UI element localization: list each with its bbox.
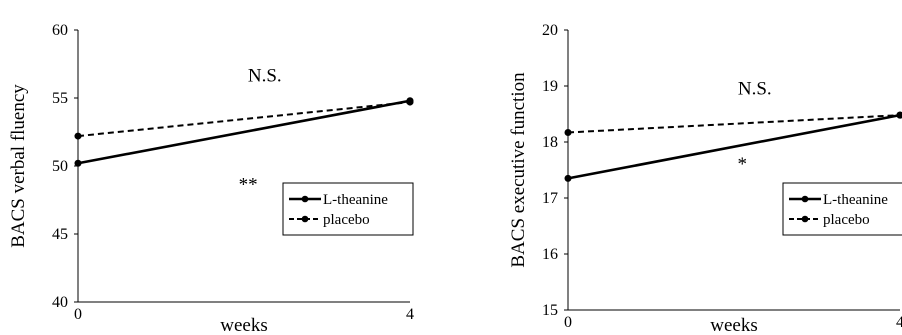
significance-annotation: ** — [239, 174, 258, 195]
chart-2: 15 16 17 18 19 20 0 4 BACS executive function wee… — [508, 22, 902, 335]
legend-marker-l-theanine — [801, 195, 809, 203]
x-tick-label: 0 — [564, 314, 572, 331]
y-tick-label: 17 — [542, 190, 558, 207]
chart-1: 40 45 50 55 60 0 4 BACS verbal fluency weeks N.S.… — [8, 22, 414, 335]
series-line-placebo — [77, 101, 411, 138]
series-line-placebo — [567, 114, 901, 134]
legend-box — [782, 182, 902, 236]
significance-annotation: * — [738, 154, 748, 175]
data-point-placebo — [896, 111, 902, 119]
y-axis-label: BACS executive function — [508, 72, 529, 268]
data-point-placebo — [74, 132, 82, 140]
y-tick-label: 20 — [542, 22, 558, 39]
x-tick-label: 4 — [406, 306, 414, 323]
y-tick-label: 18 — [542, 134, 558, 151]
series-line-l-theanine — [567, 113, 901, 180]
y-tick-label: 15 — [542, 302, 558, 319]
significance-annotation: N.S. — [248, 66, 282, 87]
data-point-placebo — [564, 128, 572, 136]
legend-label-placebo: placebo — [323, 212, 370, 228]
legend-label-l-theanine: L-theanine — [823, 192, 888, 208]
legend-label-placebo: placebo — [823, 212, 870, 228]
x-tick-label: 4 — [896, 314, 902, 331]
x-axis-label: weeks — [710, 315, 757, 335]
y-tick-label: 55 — [52, 90, 68, 107]
x-axis-label: weeks — [220, 315, 267, 335]
y-tick-label: 16 — [542, 246, 558, 263]
data-point-l-theanine — [74, 159, 82, 167]
legend-box — [282, 182, 414, 236]
y-tick-label: 19 — [542, 78, 558, 95]
data-point-l-theanine — [564, 174, 572, 182]
x-tick-label: 0 — [74, 306, 82, 323]
legend-marker-l-theanine — [301, 195, 309, 203]
y-tick-label: 50 — [52, 158, 68, 175]
y-tick-label: 40 — [52, 294, 68, 311]
legend-marker-placebo — [301, 215, 309, 223]
significance-annotation: N.S. — [738, 78, 772, 99]
y-axis-label: BACS verbal fluency — [8, 84, 29, 248]
y-tick-label: 60 — [52, 22, 68, 39]
legend-marker-placebo — [801, 215, 809, 223]
data-point-placebo — [406, 98, 414, 106]
y-tick-label: 45 — [52, 226, 68, 243]
series-line-l-theanine — [77, 99, 411, 165]
legend-label-l-theanine: L-theanine — [323, 192, 388, 208]
